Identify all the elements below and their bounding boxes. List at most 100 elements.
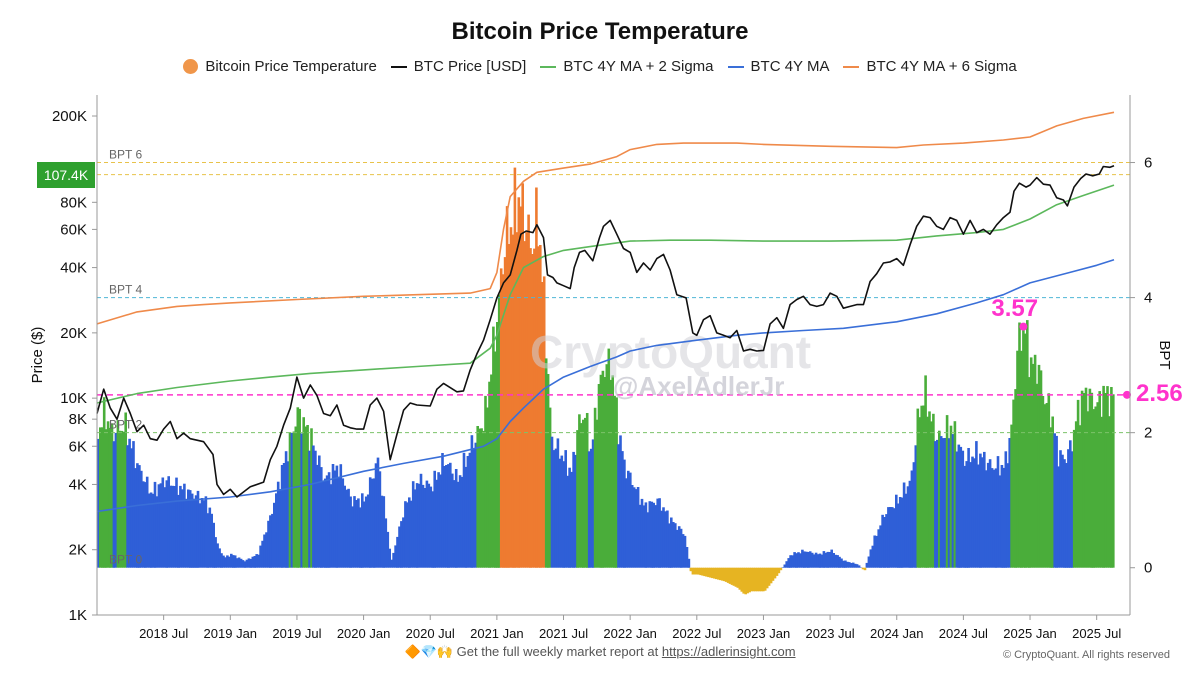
bpt-bar: [885, 514, 888, 568]
y-left-axis-title: Price ($): [29, 327, 46, 384]
bpt-bar: [490, 374, 493, 568]
bpt-bar: [122, 431, 125, 568]
bpt-bar: [187, 489, 190, 568]
bpt-bar: [394, 545, 397, 568]
bpt-bar: [541, 282, 544, 568]
bpt-bar: [1010, 424, 1013, 568]
bpt-bar: [877, 529, 880, 568]
bpt-bar: [597, 384, 601, 568]
bpt-bar: [984, 470, 988, 568]
legend-item-bpt[interactable]: Bitcoin Price Temperature: [183, 58, 377, 75]
bpt-bar: [965, 461, 968, 568]
bpt-bar: [1104, 393, 1107, 568]
legend: Bitcoin Price Temperature BTC Price [USD…: [0, 58, 1200, 75]
legend-label: BTC 4Y MA + 2 Sigma: [563, 58, 714, 75]
bpt-bar: [468, 452, 472, 568]
bpt-bar: [988, 459, 992, 568]
axes: 1K 2K 4K 6K 8K 10K 20K 40K 60K 80K 200K 0 2 4 6 2018 Ju…: [29, 95, 1173, 641]
bpt-bar: [762, 567, 765, 592]
footer-link[interactable]: https://adlerinsight.com: [661, 644, 796, 659]
bpt-bar: [779, 567, 783, 571]
bpt-bar: [173, 486, 176, 568]
bpt-bar: [462, 452, 466, 568]
bpt-bar: [1086, 411, 1090, 568]
x-tick-label: 2021 Jan: [470, 626, 524, 641]
bpt-bar: [200, 498, 204, 568]
bpt-bar: [357, 498, 360, 568]
bpt-bar: [1045, 403, 1049, 568]
bpt-bar: [971, 456, 974, 568]
bpt-bar: [730, 567, 734, 585]
bpt-bar: [484, 395, 487, 568]
bpt-bar: [738, 567, 742, 590]
bpt-bar: [799, 553, 802, 568]
bpt-bar: [785, 561, 788, 568]
bpt-bar: [243, 561, 247, 568]
bpt-bar: [670, 517, 673, 568]
legend-item-ma-6sigma[interactable]: BTC 4Y MA + 6 Sigma: [843, 58, 1017, 75]
bpt-bar: [284, 451, 288, 568]
bpt-bar: [816, 554, 820, 568]
bpt-bar: [654, 505, 657, 568]
bpt-bar: [1071, 451, 1074, 568]
bpt-bar: [1029, 357, 1033, 568]
bpt-bar: [650, 501, 654, 568]
bpt-bar: [820, 554, 824, 568]
bpt-bar: [734, 567, 738, 587]
bpt-bar: [775, 567, 779, 576]
bpt-bar: [1049, 427, 1053, 568]
bpt-bar: [364, 496, 368, 568]
bpt-bar: [871, 545, 875, 568]
bpt-bar: [861, 567, 865, 570]
bpt-bar: [975, 441, 978, 568]
bpt-bar: [505, 206, 509, 568]
bpt-bar: [1078, 425, 1082, 568]
bpt-bar: [222, 555, 225, 568]
bpt-bar: [159, 483, 163, 568]
y-left-tick-label: 200K: [52, 108, 87, 125]
bpt-bar: [417, 483, 421, 568]
legend-item-ma-4y[interactable]: BTC 4Y MA: [727, 58, 829, 75]
legend-item-ma-2sigma[interactable]: BTC 4Y MA + 2 Sigma: [540, 58, 714, 75]
bpt-bar: [104, 429, 108, 568]
bpt-bar: [320, 467, 323, 568]
bpt-bar: [218, 548, 221, 568]
bpt-bar: [380, 495, 384, 568]
x-tick-label: 2022 Jul: [672, 626, 721, 641]
bpt-bar: [513, 167, 517, 568]
bpt-bar: [560, 455, 564, 568]
bpt-bar: [810, 552, 814, 568]
bpt-bar: [879, 525, 882, 568]
bpt-bar: [456, 481, 460, 568]
bpt-bar: [1037, 364, 1041, 568]
bpt-bar: [165, 480, 169, 568]
bpt-bar: [275, 493, 278, 568]
bpt-bar: [664, 511, 667, 568]
bpt-bar: [955, 451, 959, 568]
bpt-bar: [163, 487, 167, 568]
bpt-bar: [347, 488, 350, 568]
bpt-bar: [701, 567, 704, 576]
bpt-bar: [949, 425, 953, 568]
bpt-bar: [1092, 409, 1096, 568]
bpt-bar: [539, 245, 542, 568]
bpt-bar: [278, 489, 282, 568]
bpt-bar: [981, 457, 984, 568]
bpt-bar: [574, 454, 577, 568]
bpt-bar: [599, 374, 603, 568]
x-tick-label: 2024 Jul: [939, 626, 988, 641]
bpt-bar: [525, 232, 528, 568]
legend-item-btc-price[interactable]: BTC Price [USD]: [390, 58, 526, 75]
bpt-bar: [1012, 399, 1015, 568]
bpt-bar: [488, 381, 491, 568]
current-bpt-annotation: 2.56: [1136, 379, 1183, 407]
bpt-bar: [527, 214, 530, 568]
bpt-bar: [413, 489, 417, 568]
bpt-bar: [889, 507, 892, 568]
bpt-bar: [662, 507, 665, 568]
ma-4y-line: [96, 258, 1115, 513]
bpt-bar: [895, 494, 898, 568]
y-left-tick-label: 80K: [60, 194, 87, 211]
bpt-bar: [321, 480, 325, 568]
bpt-bar: [920, 405, 923, 568]
